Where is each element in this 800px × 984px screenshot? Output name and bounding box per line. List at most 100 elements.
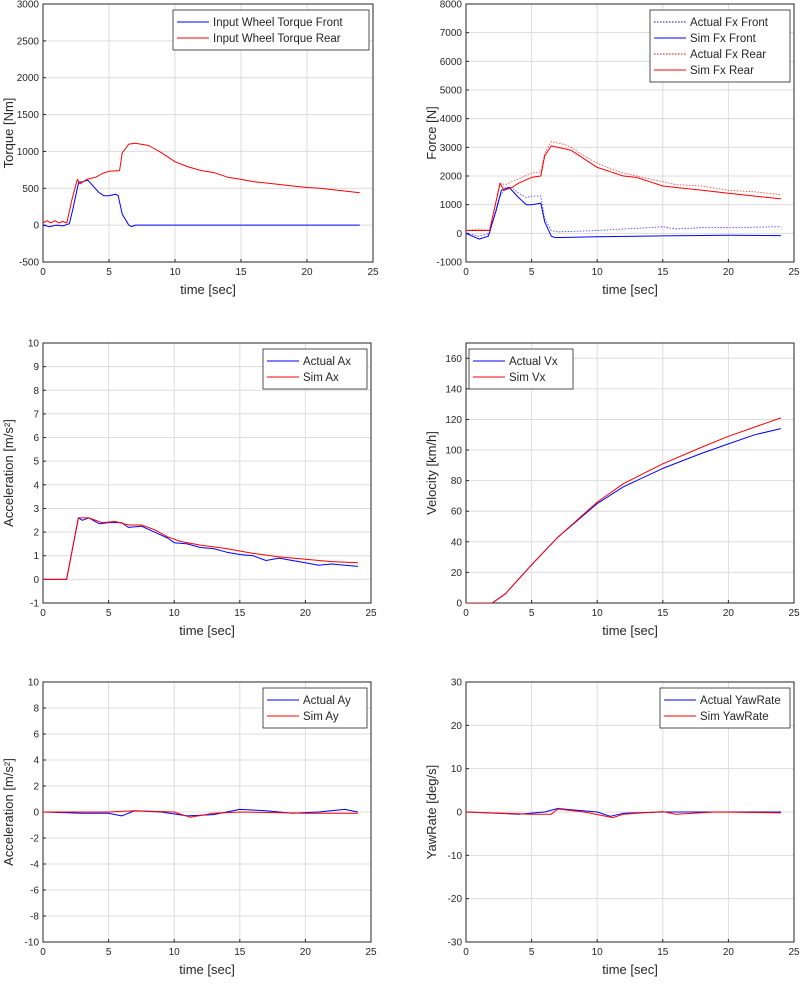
x-axis-label: time [sec] bbox=[179, 962, 235, 977]
legend-label: Sim Vx bbox=[509, 372, 546, 384]
x-tick-label: 15 bbox=[657, 947, 669, 958]
axes-frame bbox=[465, 342, 795, 604]
legend: Actual Fx Front Sim Fx Front Actual Fx Rea… bbox=[649, 9, 791, 83]
x-tick-label: 5 bbox=[106, 267, 112, 278]
y-tick-label: 9 bbox=[33, 362, 39, 373]
series-line-sim-vx bbox=[466, 417, 782, 603]
y-tick-label: 0 bbox=[456, 808, 462, 819]
y-tick-label: 20 bbox=[451, 721, 463, 732]
subplot-4: 0 5 10 15 20 25 0 20 40 60 80 100 120 140 160 time [sec… bbox=[424, 342, 800, 638]
x-axis-label: time [sec] bbox=[602, 623, 658, 638]
legend-label: Actual YawRate bbox=[700, 695, 781, 707]
y-tick-label: 4 bbox=[33, 480, 39, 491]
y-tick-label: -30 bbox=[448, 938, 463, 949]
y-tick-label: 4000 bbox=[440, 114, 463, 125]
x-tick-label: 0 bbox=[40, 947, 46, 958]
series-line-input-wheel-torque-rear bbox=[43, 142, 360, 224]
y-tick-label: 4 bbox=[33, 756, 39, 767]
legend: Actual Ay Sim Ay bbox=[262, 687, 368, 729]
x-tick-label: 5 bbox=[106, 947, 112, 958]
legend-label: Actual Ax bbox=[303, 356, 351, 368]
axes-frame bbox=[42, 3, 374, 263]
legend-box bbox=[468, 348, 574, 390]
y-tick-label: 10 bbox=[28, 678, 40, 689]
subplot-2: 0 5 10 15 20 25-10000100020003000400050006000… bbox=[424, 0, 800, 297]
y-tick-label: 10 bbox=[451, 764, 463, 775]
y-tick-label: 0 bbox=[33, 808, 39, 819]
y-axis-label: YawRate [deg/s] bbox=[424, 765, 439, 859]
y-tick-label: 8000 bbox=[440, 0, 463, 11]
x-tick-label: 15 bbox=[234, 947, 246, 958]
series-line-actual-yawrate bbox=[466, 808, 781, 817]
y-tick-label: 3 bbox=[33, 504, 39, 515]
legend: Actual YawRate Sim YawRate bbox=[659, 687, 791, 729]
x-tick-label: 25 bbox=[365, 947, 377, 958]
series-line-sim-fx-front bbox=[466, 187, 781, 240]
x-tick-label: 20 bbox=[723, 267, 735, 278]
y-tick-label: -8 bbox=[30, 912, 39, 923]
legend: Input Wheel Torque Front Input Wheel Torq… bbox=[172, 9, 370, 51]
x-tick-label: 0 bbox=[40, 267, 46, 278]
y-tick-label: 60 bbox=[451, 507, 463, 518]
x-tick-label: 15 bbox=[234, 608, 246, 619]
y-tick-label: 1 bbox=[33, 551, 39, 562]
x-tick-label: 5 bbox=[529, 267, 535, 278]
legend-label: Sim Fx Front bbox=[690, 33, 757, 45]
x-tick-label: 20 bbox=[301, 267, 313, 278]
legend: Actual Vx Sim Vx bbox=[468, 348, 574, 390]
y-axis-label: Velocity [km/h] bbox=[424, 431, 439, 515]
axes-frame bbox=[465, 3, 795, 263]
y-tick-label: 0 bbox=[456, 229, 462, 240]
legend-box bbox=[262, 687, 368, 729]
x-tick-label: 5 bbox=[106, 608, 112, 619]
y-tick-label: -500 bbox=[19, 258, 39, 269]
x-tick-label: 25 bbox=[788, 267, 800, 278]
x-tick-label: 10 bbox=[169, 947, 181, 958]
x-tick-label: 10 bbox=[592, 267, 604, 278]
x-tick-label: 20 bbox=[300, 608, 312, 619]
y-tick-label: 2 bbox=[33, 528, 39, 539]
legend-label: Actual Vx bbox=[509, 356, 558, 368]
x-tick-label: 0 bbox=[463, 608, 469, 619]
y-tick-label: 5000 bbox=[440, 86, 463, 97]
y-tick-label: 6 bbox=[33, 433, 39, 444]
y-tick-label: 10 bbox=[28, 339, 40, 350]
legend-label: Actual Fx Rear bbox=[690, 49, 766, 61]
y-tick-label: 0 bbox=[456, 599, 462, 610]
x-tick-label: 0 bbox=[463, 267, 469, 278]
y-tick-label: 0 bbox=[33, 575, 39, 586]
series-line-sim-yawrate bbox=[466, 808, 781, 819]
legend: Actual Ax Sim Ax bbox=[262, 348, 368, 390]
series-line-actual-fx-front bbox=[466, 187, 781, 237]
y-axis-label: Acceleration [m/s²] bbox=[1, 758, 16, 866]
y-tick-label: -2 bbox=[30, 834, 39, 845]
y-tick-label: 1000 bbox=[17, 147, 40, 158]
y-tick-label: 8 bbox=[33, 386, 39, 397]
x-tick-label: 10 bbox=[592, 947, 604, 958]
y-axis-label: Acceleration [m/s²] bbox=[1, 419, 16, 527]
series-line-sim-ax bbox=[43, 517, 358, 580]
y-tick-label: 8 bbox=[33, 704, 39, 715]
x-tick-label: 15 bbox=[657, 267, 669, 278]
x-tick-label: 25 bbox=[367, 267, 379, 278]
x-tick-label: 20 bbox=[723, 947, 735, 958]
y-tick-label: 6000 bbox=[440, 57, 463, 68]
y-tick-label: 20 bbox=[451, 568, 463, 579]
y-tick-label: 0 bbox=[33, 221, 39, 232]
axes-frame bbox=[42, 342, 372, 604]
y-tick-label: 1500 bbox=[17, 110, 40, 121]
y-tick-label: 7 bbox=[33, 409, 39, 420]
x-axis-label: time [sec] bbox=[180, 282, 236, 297]
y-tick-label: -4 bbox=[30, 860, 39, 871]
x-axis-label: time [sec] bbox=[602, 282, 658, 297]
y-tick-label: -1000 bbox=[436, 258, 462, 269]
legend-box bbox=[262, 348, 368, 390]
x-axis-label: time [sec] bbox=[602, 962, 658, 977]
legend-box bbox=[172, 9, 370, 51]
y-tick-label: 80 bbox=[451, 476, 463, 487]
y-tick-label: 100 bbox=[445, 446, 462, 457]
x-tick-label: 10 bbox=[169, 267, 181, 278]
y-tick-label: 3000 bbox=[17, 0, 40, 11]
x-tick-label: 5 bbox=[529, 947, 535, 958]
